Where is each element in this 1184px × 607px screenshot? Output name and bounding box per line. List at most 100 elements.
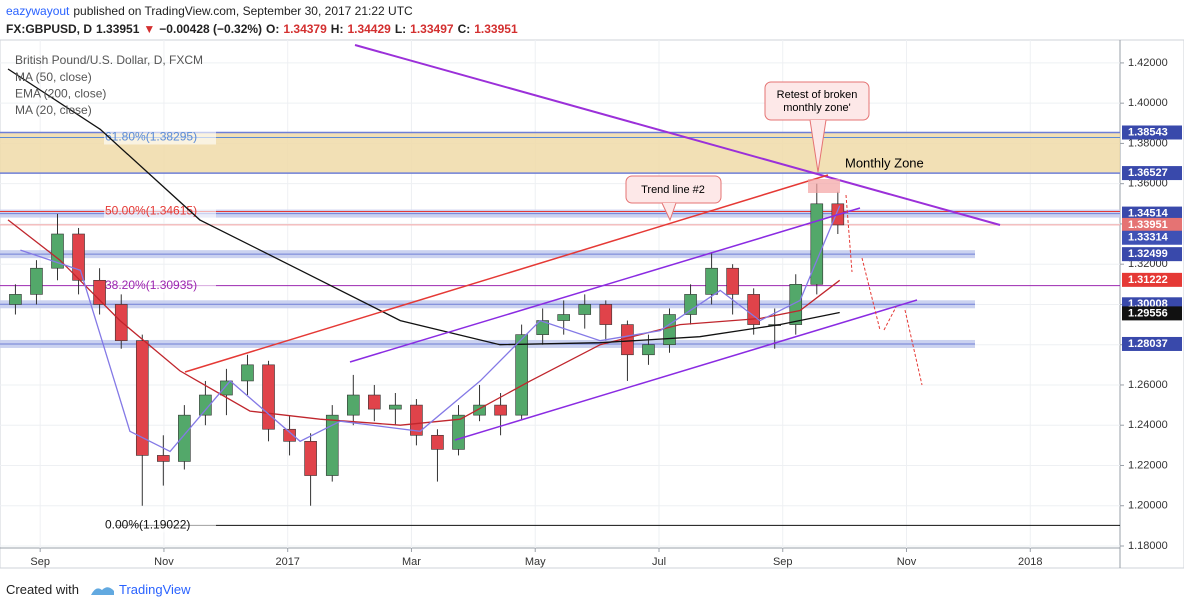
indicator-line: [7, 68, 840, 346]
quote-line: FX:GBPUSD, D 1.33951 ▼ −0.00428 (−0.32%) O: 1…: [6, 22, 522, 36]
x-tick-label: 2017: [275, 556, 299, 568]
x-tick-label: May: [525, 556, 546, 568]
arrow: [861, 257, 881, 331]
candle-body: [304, 441, 317, 476]
published: published on TradingView.com, September …: [73, 4, 413, 18]
candle-body: [494, 404, 507, 416]
candle-body: [747, 294, 760, 325]
fib-label: 0.00%(1.19022): [105, 518, 190, 532]
quote-item: 1.33497: [410, 22, 454, 36]
candle-body: [30, 267, 43, 295]
candle-body: [452, 414, 465, 450]
background-layer: 61.80%(1.38295) 50.00%(1.34615) 38.20%(1.3…: [0, 40, 1120, 548]
candle-body: [684, 294, 697, 315]
y-tick-label: 1.24000: [1128, 419, 1168, 431]
candle-body: [346, 394, 360, 416]
level-box: [1122, 217, 1182, 232]
annotation: Retest of broken: [777, 89, 858, 101]
level-label: 1.31222: [1128, 274, 1168, 286]
level-box: [1122, 125, 1182, 140]
x-tick-label: Sep: [30, 556, 50, 568]
x-tick-label: Nov: [897, 556, 917, 568]
y-tick-label: 1.20000: [1128, 500, 1168, 512]
quote-item: 1.33951: [96, 22, 140, 36]
level-label: 1.32499: [1128, 248, 1168, 260]
quote-item: 1.34379: [283, 22, 327, 36]
trend-line: [184, 174, 829, 373]
quote-item: ▼: [143, 22, 156, 36]
candle-body: [431, 434, 444, 450]
quote-item: O:: [266, 22, 280, 36]
annotation: Monthly Zone: [845, 155, 924, 170]
footer: Created with TradingView: [6, 582, 195, 597]
callout-pointer: [661, 202, 677, 222]
footer-text: Created with: [6, 582, 79, 597]
candle-body: [283, 428, 296, 442]
quote-item: 1.33951: [474, 22, 518, 36]
fib-label-bg: [104, 204, 216, 219]
candle-body: [515, 334, 528, 416]
level-box: [1122, 272, 1182, 287]
x-tick-label: Nov: [154, 556, 174, 568]
level-label: 1.29556: [1128, 307, 1168, 319]
y-tick-label: 1.38000: [1128, 137, 1168, 149]
channel-upper: [349, 207, 861, 363]
legend-entry: EMA (200, close): [15, 87, 106, 101]
candle-body: [325, 414, 339, 476]
y-tick-label: 1.26000: [1128, 379, 1168, 391]
candle-body: [135, 340, 149, 456]
candle-body: [199, 394, 212, 416]
fib-label-bg: [104, 130, 216, 145]
logo: [91, 587, 114, 595]
candle-body: [389, 404, 402, 410]
annotation: Trend line #2: [641, 184, 705, 196]
quote-item: 1.34429: [347, 22, 391, 36]
level-label: 1.34514: [1128, 207, 1169, 219]
channel-lower: [454, 299, 918, 441]
candle-body: [178, 414, 191, 462]
quote-item: −0.00428 (−0.32%): [159, 22, 263, 36]
candle-body: [705, 267, 718, 295]
candle-body: [663, 314, 676, 346]
candle-body: [473, 404, 486, 416]
y-tick-label: 1.22000: [1128, 459, 1168, 471]
author[interactable]: eazywayout: [6, 4, 70, 18]
candle-body: [72, 233, 85, 281]
y-tick-label: 1.18000: [1128, 540, 1168, 552]
arrow: [845, 194, 853, 273]
x-tick-label: Mar: [402, 556, 421, 568]
highlight: [808, 179, 840, 193]
level-box: [1122, 306, 1182, 321]
candle-body: [220, 380, 233, 396]
brand[interactable]: TradingView: [118, 582, 191, 597]
candle-body: [789, 284, 803, 325]
fib-label-bg: [104, 518, 216, 533]
fib-label: 38.20%(1.30935): [105, 278, 197, 292]
candle-body: [114, 304, 128, 341]
level-box: [1122, 166, 1182, 181]
candle-body: [51, 233, 64, 269]
candle-body: [578, 304, 592, 315]
candle-body: [599, 304, 613, 325]
legend-entry: MA (50, close): [15, 70, 92, 84]
fib-label: 50.00%(1.34615): [105, 204, 197, 218]
level-label: 1.38543: [1128, 126, 1168, 138]
level-box: [1122, 230, 1182, 245]
quote-item: C:: [457, 22, 471, 36]
candle-body: [410, 404, 423, 436]
x-tick-label: Sep: [773, 556, 793, 568]
fib-label-bg: [104, 278, 216, 293]
logo-cloud: [91, 587, 114, 595]
y-tick-label: 1.42000: [1128, 57, 1168, 69]
legend-entry: MA (20, close): [15, 103, 92, 117]
indicator-line: [20, 205, 841, 453]
level-box: [1122, 206, 1182, 221]
level-label: 1.28037: [1128, 338, 1168, 350]
y-tick-label: 1.36000: [1128, 178, 1168, 190]
candle-body: [621, 324, 634, 356]
chart-title: British Pound/U.S. Dollar, D, FXCM: [15, 53, 203, 67]
candle-body: [93, 279, 106, 305]
level-box: [1122, 336, 1182, 351]
